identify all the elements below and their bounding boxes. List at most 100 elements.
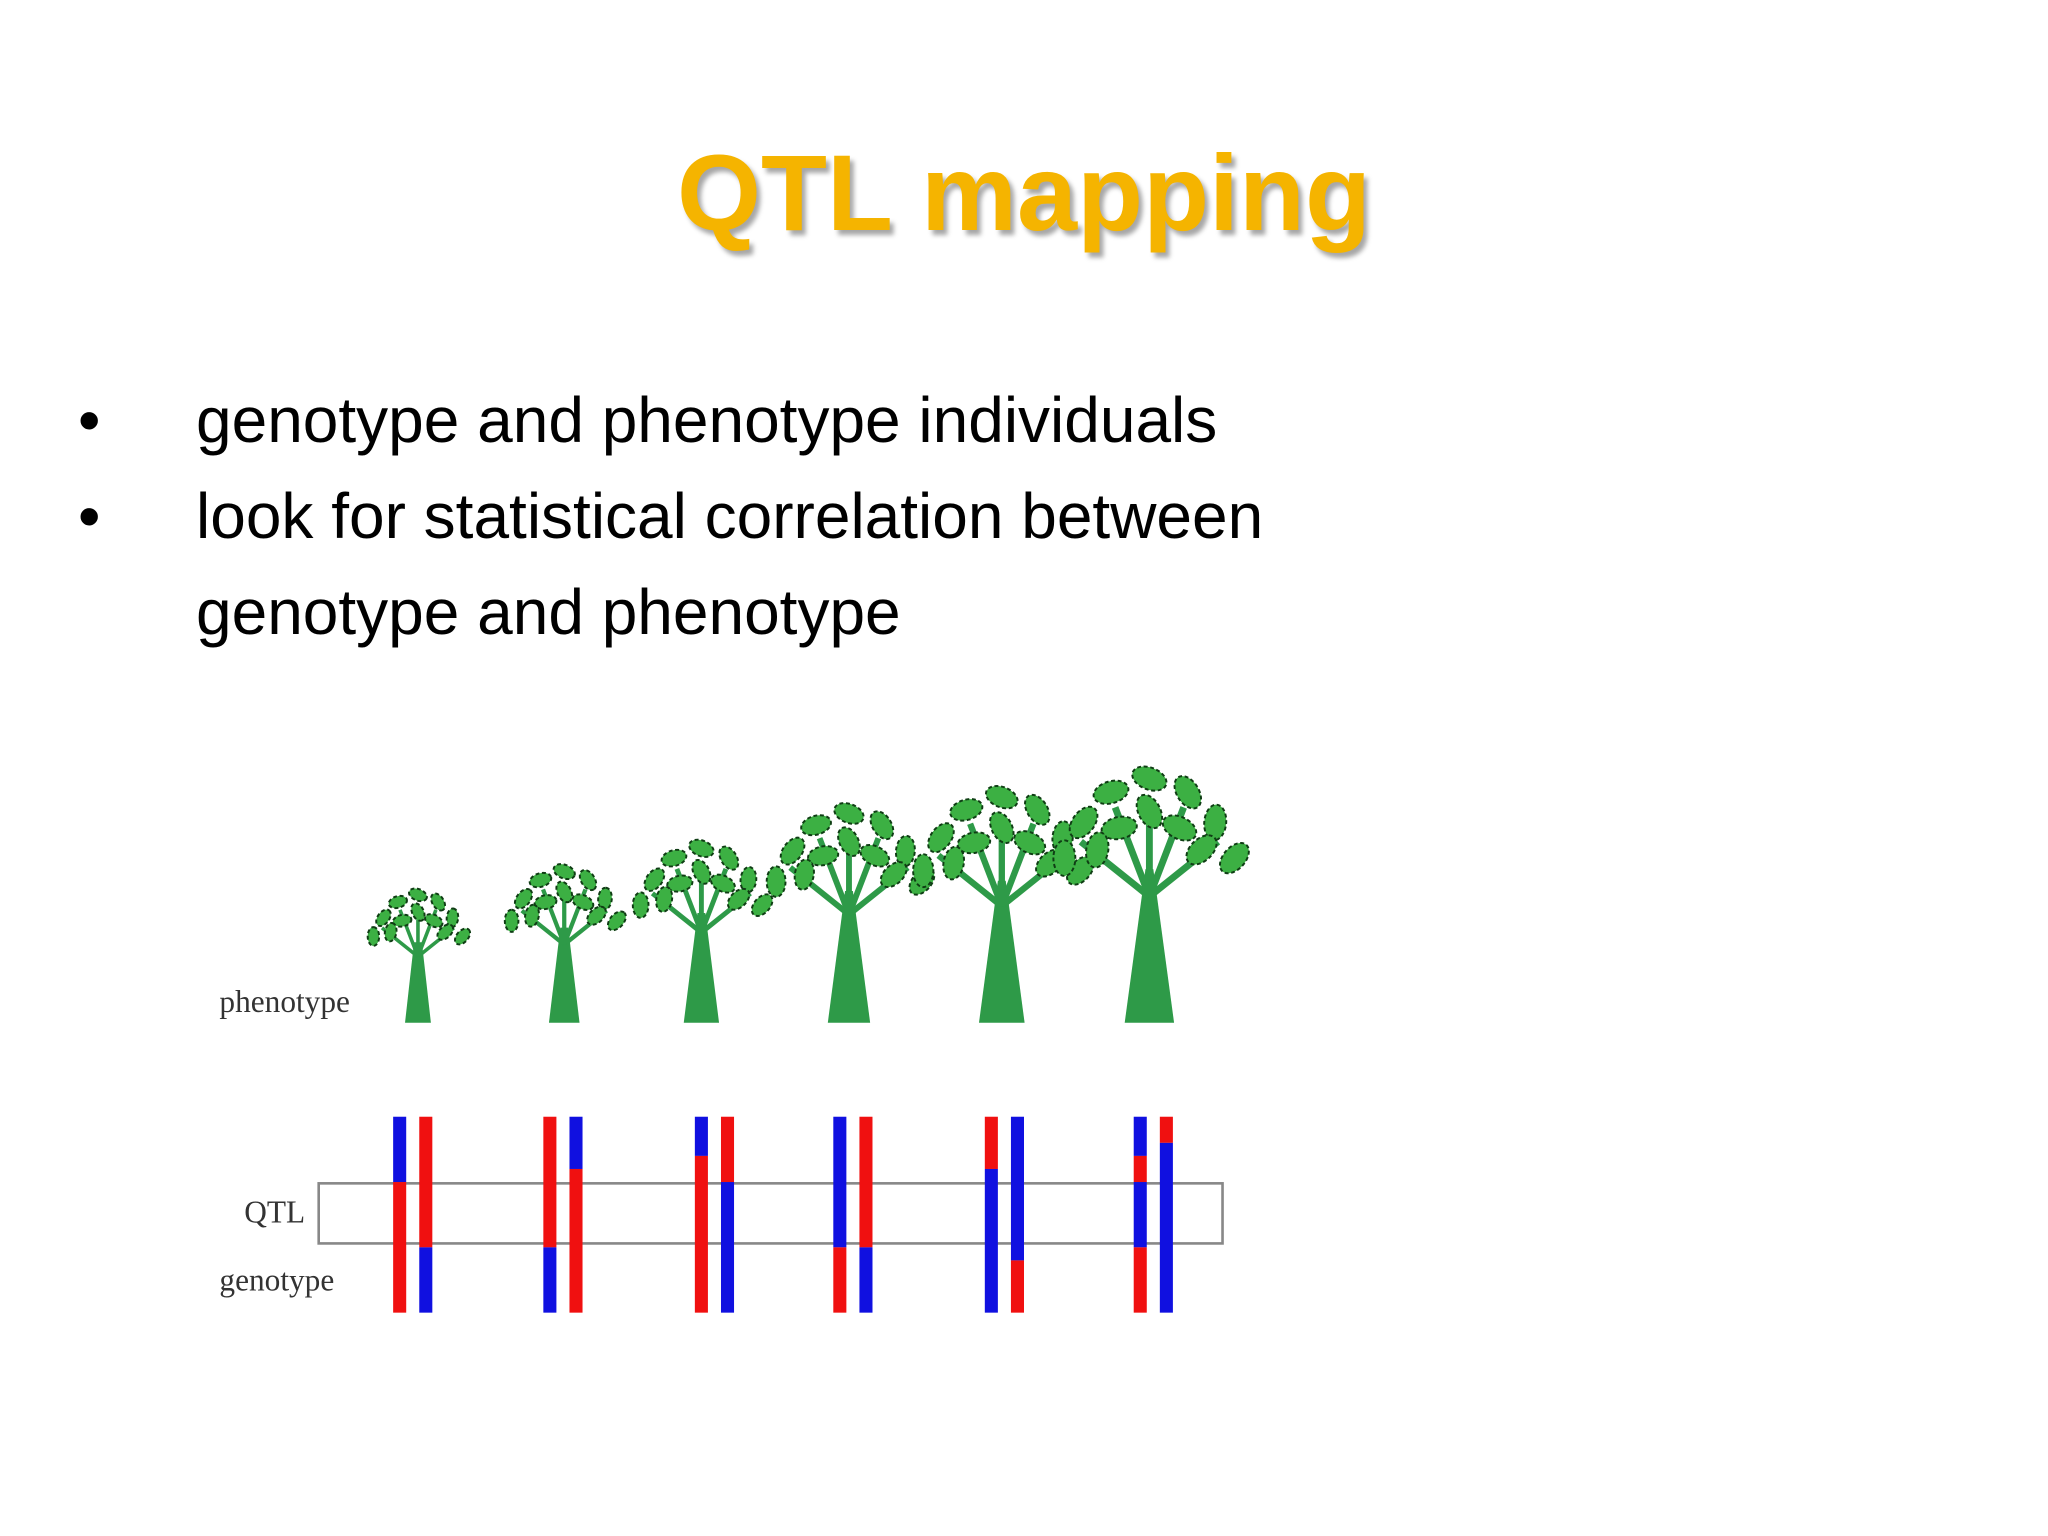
leaf: [528, 871, 553, 889]
leaf: [691, 858, 712, 885]
chromosome-segment: [859, 1116, 873, 1248]
leaf: [718, 845, 740, 871]
phenotype-label: phenotype: [219, 984, 349, 1019]
leaf: [793, 858, 815, 891]
leaf: [894, 834, 916, 868]
bullet: genotype and phenotype individuals: [0, 372, 1480, 468]
leaf: [445, 907, 460, 929]
chromosomes: [393, 1116, 1173, 1313]
genotype-label: genotype: [219, 1262, 334, 1297]
chromosome-segment: [1133, 1247, 1147, 1313]
qtl-label: QTL: [244, 1195, 305, 1230]
leaf: [513, 888, 534, 910]
chromosome-segment: [1133, 1155, 1147, 1183]
leaf: [833, 802, 865, 825]
leaf: [631, 891, 650, 919]
leaf: [1203, 803, 1228, 842]
leaf: [410, 902, 426, 922]
chromosome-segment: [984, 1116, 998, 1169]
chromosome-segment: [833, 1247, 847, 1313]
chromosome-segment: [984, 1168, 998, 1313]
trunk: [405, 942, 431, 1023]
leaf: [989, 811, 1015, 844]
leaf: [606, 910, 627, 932]
chromosome-segment: [859, 1247, 873, 1313]
leaf: [1131, 765, 1168, 792]
leaf: [807, 845, 840, 867]
chromosome-segment: [569, 1168, 583, 1313]
leaf: [1173, 775, 1203, 810]
leaf: [366, 926, 381, 947]
chromosome-segment: [1159, 1142, 1173, 1313]
leaf: [927, 822, 955, 854]
chromosome-segment: [694, 1155, 708, 1313]
leaf: [375, 908, 392, 928]
bullet: look for statistical correlation between…: [0, 468, 1480, 660]
leaf: [869, 810, 895, 841]
leaf: [1218, 841, 1250, 875]
leaf: [1085, 831, 1110, 869]
leaf: [1068, 805, 1099, 840]
chromosome-segment: [720, 1182, 735, 1313]
leaf: [387, 894, 408, 910]
chromosome-segment: [833, 1116, 847, 1248]
leaf: [1024, 793, 1051, 826]
leaf: [524, 903, 540, 928]
leaf: [1161, 814, 1198, 842]
chromosome-segment: [569, 1116, 583, 1169]
leaf: [710, 873, 736, 894]
leaf: [391, 913, 413, 928]
trunk: [978, 880, 1025, 1023]
bullet-list: genotype and phenotype individuals look …: [0, 372, 1480, 660]
leaf: [688, 838, 715, 858]
leaf: [660, 848, 688, 868]
chromosome-segment: [419, 1116, 433, 1248]
trunk: [548, 927, 580, 1023]
tree: [765, 802, 936, 1023]
leaf: [503, 908, 520, 933]
leaf: [666, 874, 694, 893]
tree: [631, 838, 774, 1023]
leaf: [424, 913, 444, 929]
chromosome-segment: [694, 1116, 708, 1156]
chromosome-segment: [543, 1247, 557, 1313]
chromosome-segment: [393, 1116, 407, 1183]
slide-title: QTL mapping: [677, 132, 1371, 253]
leaf: [555, 880, 574, 904]
leaf: [739, 865, 758, 894]
leaf: [985, 785, 1019, 810]
tree: [503, 863, 627, 1023]
leaf: [837, 826, 861, 857]
leaf: [436, 923, 455, 941]
leaf: [453, 927, 472, 946]
leaf: [571, 893, 595, 911]
tree: [1052, 765, 1250, 1023]
chromosome-segment: [419, 1247, 433, 1313]
leaf: [655, 885, 674, 913]
qtl-region: [317, 1182, 1224, 1245]
leaf: [578, 869, 598, 892]
chromosome-segment: [1010, 1116, 1024, 1261]
leaf: [408, 887, 428, 903]
leaf: [779, 836, 806, 866]
chromosome-segment: [543, 1116, 557, 1248]
leaf: [949, 798, 984, 822]
tree: [912, 785, 1095, 1023]
leaf: [859, 844, 891, 868]
leaf: [879, 861, 908, 889]
trees: [366, 765, 1250, 1023]
leaf: [552, 863, 576, 881]
chromosome-segment: [1133, 1182, 1147, 1248]
leaf: [800, 814, 832, 837]
trunk: [683, 912, 720, 1023]
leaf: [912, 853, 935, 889]
leaf: [1100, 815, 1138, 841]
trunk: [1124, 869, 1175, 1023]
leaf: [383, 921, 398, 943]
leaf: [726, 887, 751, 911]
tree: [366, 887, 472, 1023]
chromosome-segment: [1159, 1116, 1173, 1143]
leaf: [750, 893, 774, 917]
